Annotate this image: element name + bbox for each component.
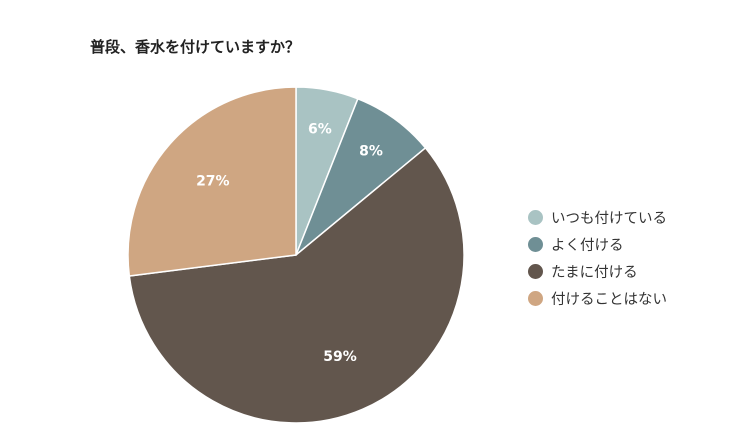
slice-data-label-3: 59% — [323, 349, 357, 365]
chart-legend: いつも付けている よく付けるたまに付ける付けることはない — [528, 204, 667, 312]
legend-label: たまに付ける — [551, 265, 638, 281]
pie-slice-3 — [128, 146, 465, 424]
legend-item: たまに付ける — [528, 258, 667, 285]
legend-swatch-icon — [528, 264, 543, 279]
legend-label: 付けることはない — [551, 292, 667, 308]
chart-title: 普段、香水を付けていますか？ — [90, 38, 301, 56]
slice-data-label-1: 6% — [308, 122, 332, 138]
legend-item: よく付ける — [528, 231, 667, 258]
legend-item: 付けることはない — [528, 285, 667, 312]
slice-data-label-2: 8% — [359, 144, 383, 160]
legend-label: いつも付けている — [551, 211, 667, 227]
pie-slice-4 — [127, 86, 297, 277]
legend-item: いつも付けている — [528, 204, 667, 231]
legend-label: よく付ける — [551, 238, 624, 254]
slice-data-label-4: 27% — [196, 174, 230, 190]
legend-swatch-icon — [528, 210, 543, 225]
legend-swatch-icon — [528, 237, 543, 252]
legend-swatch-icon — [528, 291, 543, 306]
